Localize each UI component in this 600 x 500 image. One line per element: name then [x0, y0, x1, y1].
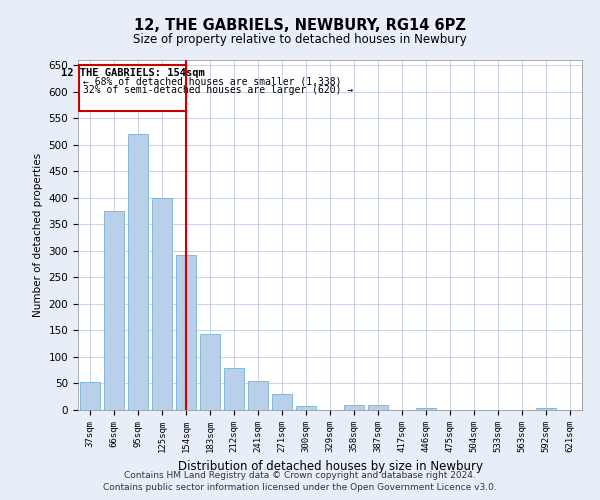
- Bar: [80, 382, 100, 410]
- Bar: [200, 334, 220, 410]
- Text: Size of property relative to detached houses in Newbury: Size of property relative to detached ho…: [133, 32, 467, 46]
- Bar: [272, 394, 292, 410]
- Text: 12 THE GABRIELS: 154sqm: 12 THE GABRIELS: 154sqm: [61, 68, 205, 78]
- Bar: [368, 404, 388, 410]
- Bar: [536, 408, 556, 410]
- Text: Contains HM Land Registry data © Crown copyright and database right 2024.
Contai: Contains HM Land Registry data © Crown c…: [103, 471, 497, 492]
- Bar: [176, 255, 196, 410]
- Bar: [344, 404, 364, 410]
- Bar: [224, 368, 244, 410]
- Bar: [104, 211, 124, 410]
- Text: ← 68% of detached houses are smaller (1,338): ← 68% of detached houses are smaller (1,…: [83, 77, 341, 87]
- Bar: [248, 381, 268, 410]
- Text: 12, THE GABRIELS, NEWBURY, RG14 6PZ: 12, THE GABRIELS, NEWBURY, RG14 6PZ: [134, 18, 466, 32]
- Y-axis label: Number of detached properties: Number of detached properties: [33, 153, 43, 317]
- Text: 32% of semi-detached houses are larger (620) →: 32% of semi-detached houses are larger (…: [83, 86, 353, 96]
- Bar: [152, 198, 172, 410]
- Bar: [416, 408, 436, 410]
- Bar: [296, 406, 316, 410]
- Bar: [128, 134, 148, 410]
- Bar: [79, 66, 186, 112]
- X-axis label: Distribution of detached houses by size in Newbury: Distribution of detached houses by size …: [178, 460, 482, 473]
